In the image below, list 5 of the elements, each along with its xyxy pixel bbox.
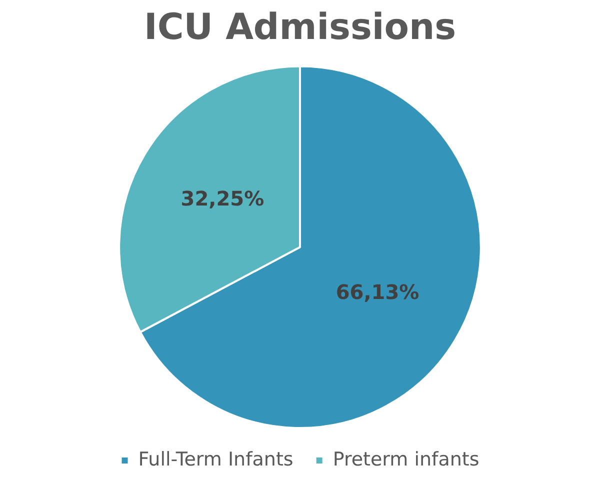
- legend-label: Full-Term Infants: [138, 448, 294, 470]
- data-label: 32,25%: [180, 186, 264, 211]
- chart-title: ICU Admissions: [144, 6, 456, 48]
- legend-label: Preterm infants: [332, 448, 480, 470]
- data-label: 66,13%: [336, 280, 420, 304]
